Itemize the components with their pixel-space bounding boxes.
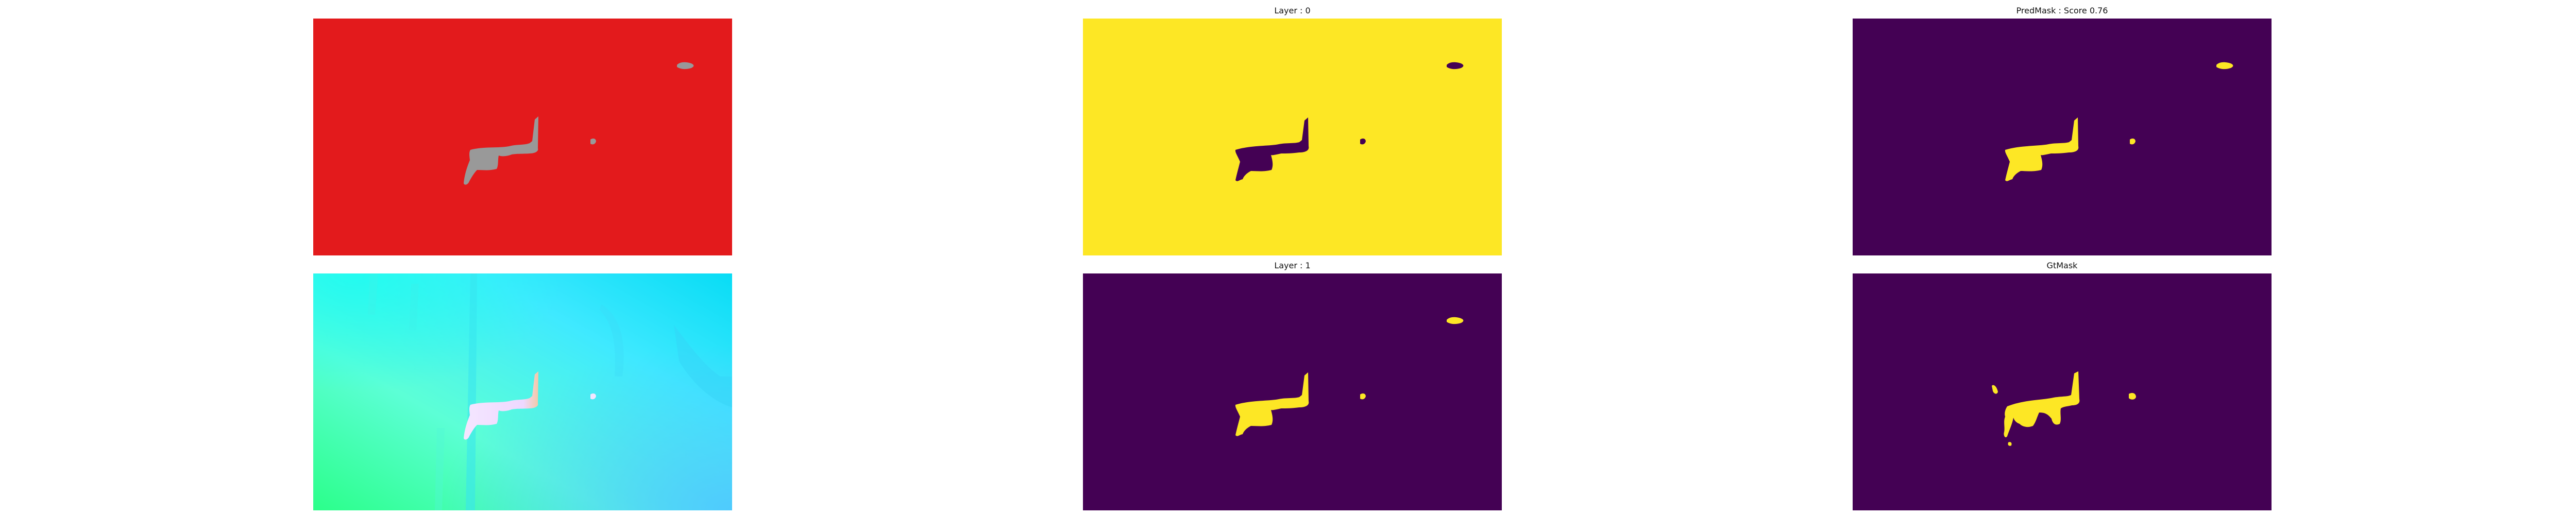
- layer0-panel: [1083, 19, 1502, 255]
- layer1-image: [1083, 273, 1502, 510]
- layer1-title: Layer : 1: [1274, 261, 1311, 270]
- flow-streak: [368, 273, 378, 315]
- flow-streak: [409, 284, 419, 330]
- layer0-background: [1083, 19, 1502, 255]
- gtmask-object-part: [2129, 393, 2136, 400]
- flow-shade-left: [313, 273, 732, 510]
- predmask-image: [1853, 19, 2272, 255]
- flow-streak: [599, 304, 624, 376]
- segmentation-image: [313, 19, 732, 255]
- flow-panel: [313, 273, 732, 510]
- flow-region: [674, 325, 732, 407]
- gtmask-background: [1853, 273, 2272, 510]
- flow-streak: [466, 273, 477, 510]
- flow-streak: [435, 428, 445, 510]
- segmentation-panel: [313, 19, 732, 255]
- seg-background: [313, 19, 732, 255]
- predmask-title: PredMask : Score 0.76: [2016, 6, 2108, 15]
- gtmask-object-part: [1992, 385, 1998, 394]
- layer1-panel: [1083, 273, 1502, 510]
- layer0-title: Layer : 0: [1274, 6, 1311, 15]
- gtmask-panel: [1853, 273, 2272, 510]
- layer0-image: [1083, 19, 1502, 255]
- layer1-background: [1083, 273, 1502, 510]
- gtmask-title: GtMask: [2046, 261, 2078, 270]
- predmask-panel: [1853, 19, 2272, 255]
- gtmask-image: [1853, 273, 2272, 510]
- predmask-background: [1853, 19, 2272, 255]
- flow-image: [313, 273, 732, 510]
- gtmask-object-part: [2008, 442, 2012, 446]
